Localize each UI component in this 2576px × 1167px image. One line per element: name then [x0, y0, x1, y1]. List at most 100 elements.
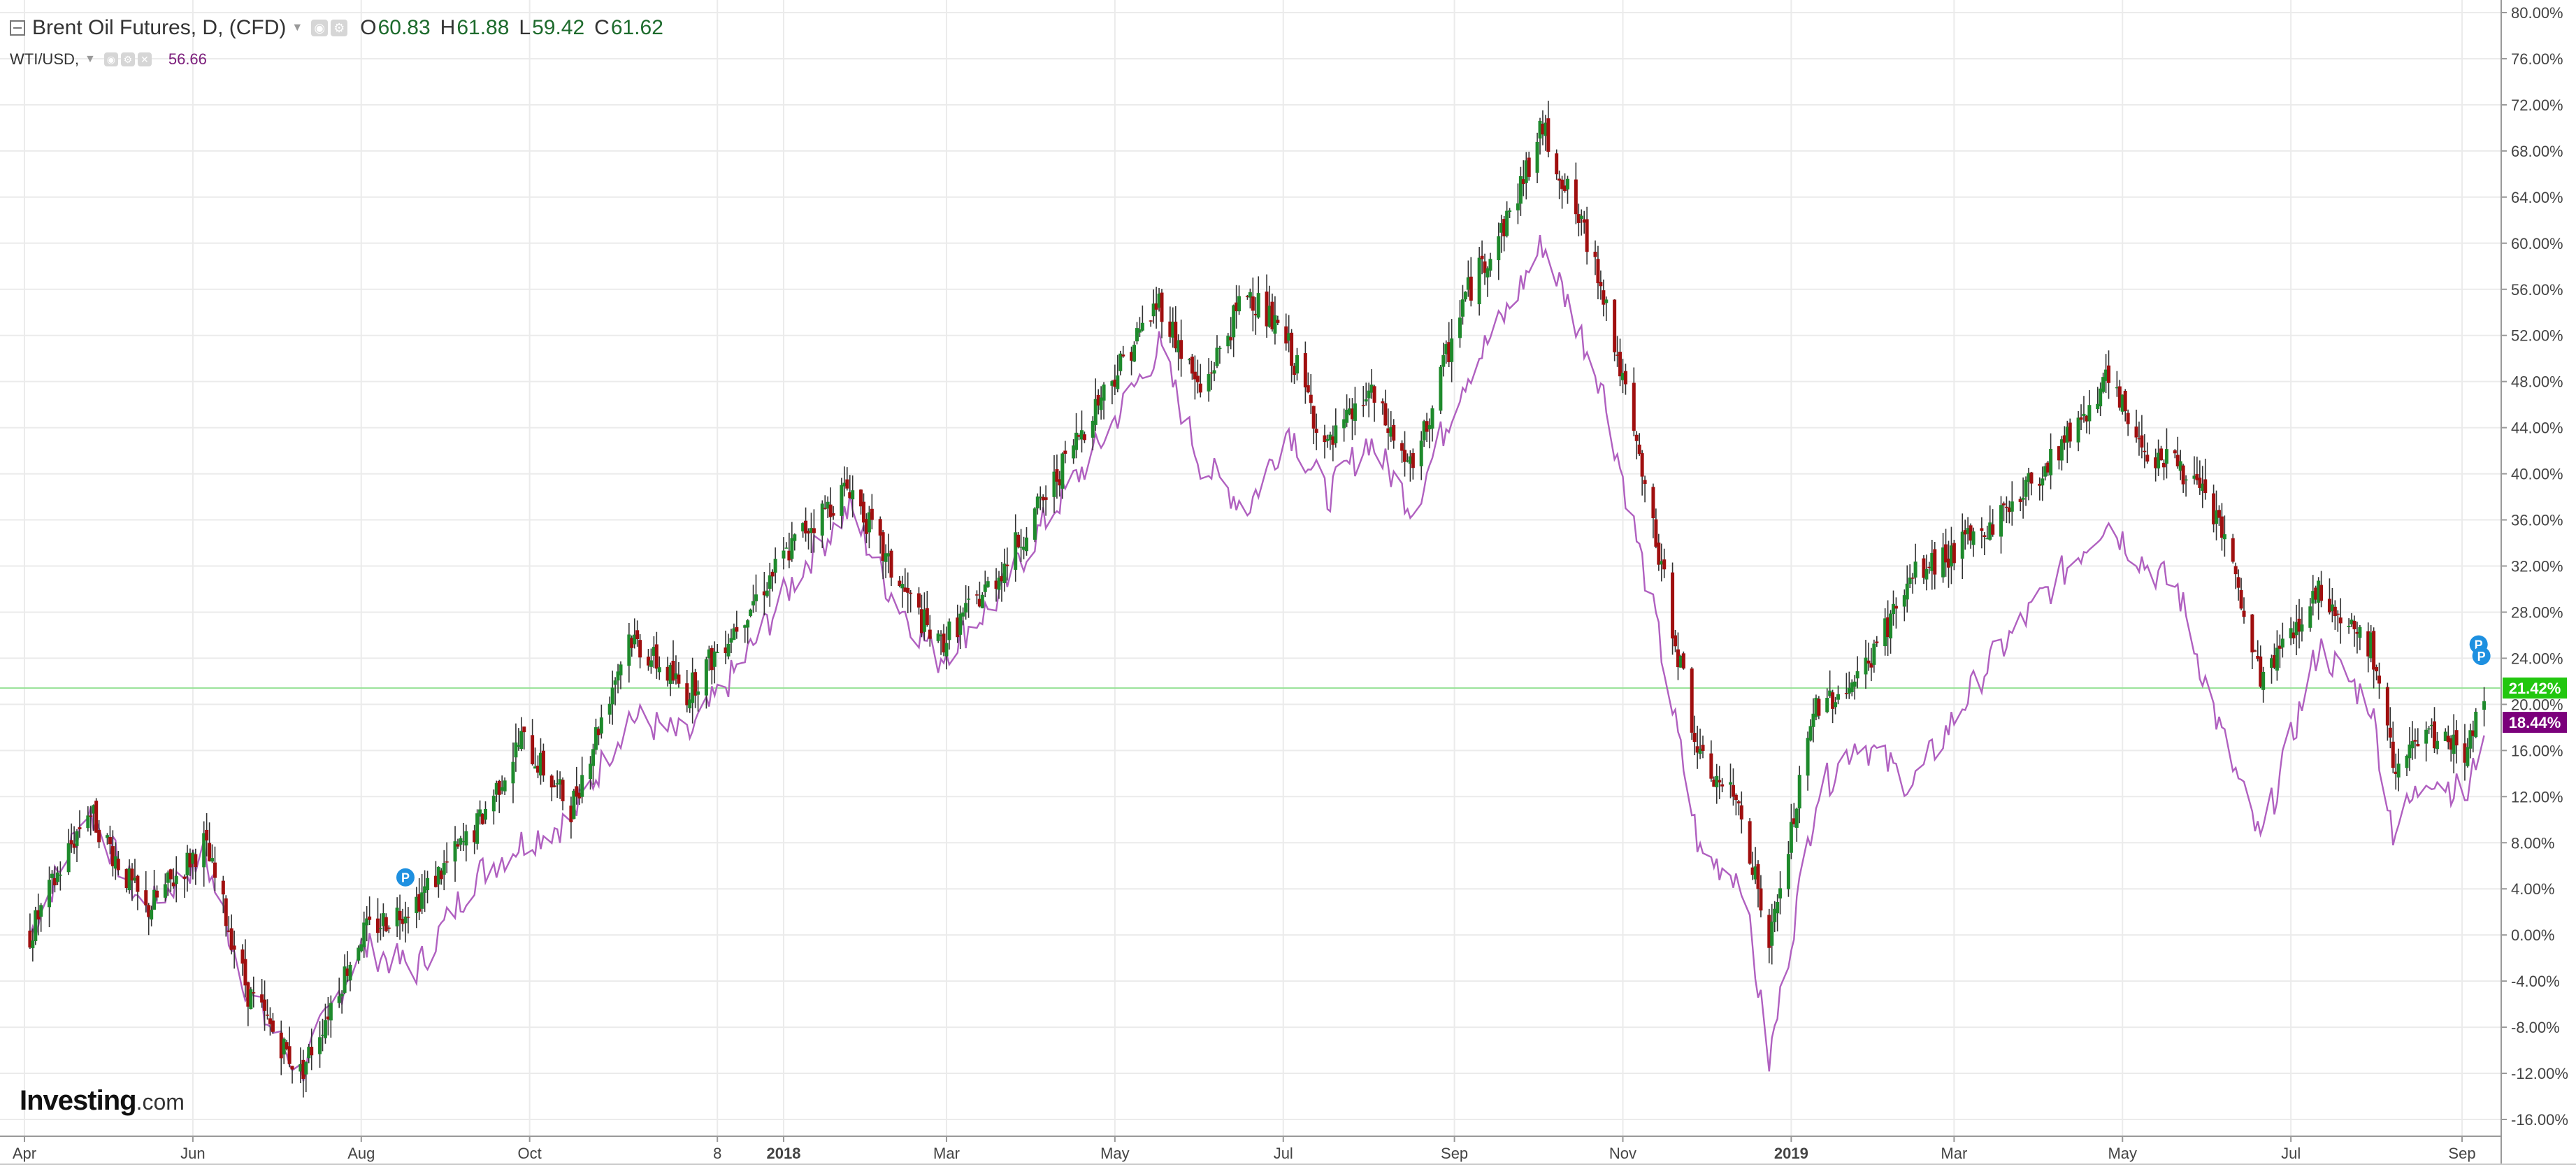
brent-candle-up: [1505, 210, 1509, 236]
chevron-down-icon[interactable]: ▼: [85, 53, 96, 65]
brent-candle-up: [1072, 445, 1076, 459]
brent-candle-down: [2068, 422, 2072, 442]
brent-candle-down: [549, 775, 554, 788]
y-tick-label: 52.00%: [2511, 327, 2563, 345]
brent-candle-down: [909, 592, 913, 594]
brent-candle-up: [298, 1064, 303, 1072]
brent-candle-up: [555, 783, 559, 785]
brent-candle-down: [194, 854, 198, 868]
brent-candle-up: [1466, 277, 1470, 290]
brent-candle-down: [2004, 506, 2008, 508]
brent-candle-up: [1237, 296, 1242, 312]
brent-candle-down: [1154, 303, 1158, 310]
brent-candle-down: [1270, 301, 1274, 330]
brent-candle-down: [2057, 446, 2061, 461]
brent-candle-up: [1786, 854, 1790, 889]
brent-candle-up: [1463, 292, 1467, 300]
brent-candle-up: [1518, 176, 1523, 204]
collapse-toggle-icon[interactable]: [10, 20, 25, 36]
brent-candle-down: [2143, 450, 2147, 452]
brent-candle-up: [964, 603, 968, 613]
brent-candle-down: [2278, 645, 2282, 649]
brent-candle-down: [1403, 450, 1407, 462]
brent-candle-up: [809, 528, 813, 534]
brent-candle-down: [1480, 255, 1484, 259]
chevron-down-icon[interactable]: ▼: [292, 22, 303, 34]
brent-candle-down: [919, 609, 923, 633]
brent-candle-down: [226, 930, 231, 932]
brent-series-title[interactable]: Brent Oil Futures, D, (CFD): [32, 16, 287, 39]
brent-candle-up: [2405, 755, 2409, 768]
brent-candle-up: [2452, 734, 2456, 754]
brent-candle-up: [884, 553, 888, 562]
brent-candle-up: [58, 874, 62, 876]
brent-candle-up: [2101, 377, 2106, 392]
brent-candle-up: [48, 880, 52, 908]
brent-candle-up: [2424, 729, 2429, 744]
brent-candle-down: [285, 1042, 289, 1050]
brent-candle-down: [433, 875, 438, 887]
brent-candle-down: [1690, 668, 1694, 733]
brent-candle-down: [2416, 744, 2420, 747]
brent-candle-down: [1149, 320, 1153, 322]
brent-candle-down: [2001, 503, 2006, 506]
x-tick-label: Aug: [347, 1145, 375, 1162]
brent-candle-down: [1372, 386, 1376, 403]
brent-candle-up: [1187, 359, 1191, 361]
brent-candle-down: [1817, 699, 1821, 716]
brent-candle-up: [1966, 528, 1970, 534]
brent-candle-up: [1353, 403, 1357, 421]
brent-candle-up: [1295, 355, 1300, 374]
brent-candle-down: [1113, 379, 1117, 387]
brent-candle-up: [1367, 390, 1371, 399]
brent-candle-up: [688, 699, 692, 708]
brent-candle-up: [2410, 740, 2415, 749]
brent-candle-up: [282, 1038, 286, 1055]
brent-candle-up: [967, 599, 971, 600]
brent-candle-up: [1364, 399, 1368, 402]
eye-icon[interactable]: ◉: [311, 20, 329, 36]
brent-candle-up: [743, 625, 747, 628]
brent-candle-up: [1212, 370, 1216, 374]
brent-candle-up: [320, 1034, 324, 1036]
brent-candle-up: [2010, 501, 2014, 512]
brent-candle-down: [224, 898, 228, 926]
eye-icon[interactable]: ◉: [103, 52, 118, 66]
gear-icon[interactable]: ⚙: [120, 52, 135, 66]
brent-candle-up: [2087, 405, 2092, 422]
brent-candle-down: [903, 587, 907, 592]
brent-candle-down: [52, 878, 57, 886]
brent-candle-up: [348, 965, 352, 981]
brent-candle-up: [768, 575, 772, 589]
gear-icon[interactable]: ⚙: [331, 20, 348, 36]
brent-candle-down: [881, 532, 885, 561]
brent-candle-up: [2289, 628, 2293, 638]
brent-candle-down: [2195, 473, 2199, 480]
wti-series-title[interactable]: WTI/USD,: [10, 50, 79, 68]
brent-last-value-badge-bg: [2503, 677, 2567, 699]
brent-candle-down: [2159, 448, 2164, 461]
brent-candle-up: [1905, 583, 1909, 600]
brent-candle-down: [889, 550, 893, 578]
brent-candle-down: [2140, 435, 2144, 448]
brent-candle-down: [1651, 487, 1655, 518]
brent-candle-up: [1118, 353, 1123, 371]
brent-candle-up: [958, 613, 963, 635]
close-label: C: [594, 16, 610, 39]
brent-candle-down: [439, 870, 443, 880]
close-icon[interactable]: ✕: [137, 52, 152, 66]
brent-candle-down: [1411, 453, 1415, 468]
brent-candle-down: [1886, 617, 1890, 638]
brent-candle-down: [1253, 313, 1258, 315]
brent-candle-up: [1430, 408, 1434, 429]
brent-candle-up: [1891, 603, 1895, 615]
brent-candle-down: [677, 674, 681, 684]
brent-candle-up: [1025, 537, 1029, 552]
brent-candle-up: [589, 764, 593, 780]
brent-candle-up: [86, 815, 90, 829]
brent-candle-down: [1096, 394, 1100, 406]
brent-candle-down: [1063, 450, 1067, 454]
brent-candle-down: [69, 840, 73, 845]
